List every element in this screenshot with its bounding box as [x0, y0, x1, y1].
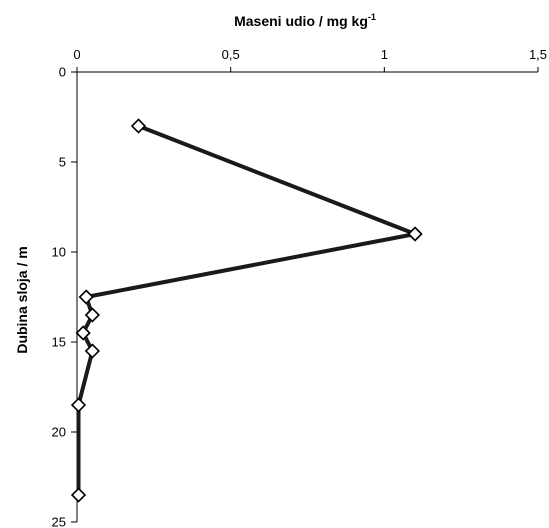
x-tick-label: 0,5 — [222, 47, 240, 62]
data-point-marker — [84, 343, 100, 359]
x-tick-label: 1,5 — [529, 47, 547, 62]
y-tick-label: 15 — [52, 335, 66, 350]
y-tick-label: 20 — [52, 425, 66, 440]
data-point-marker — [70, 487, 87, 503]
data-point-marker — [130, 118, 147, 134]
y-tick-label: 10 — [52, 245, 66, 260]
series-line — [76, 124, 418, 497]
y-tick-label: 0 — [59, 65, 66, 80]
x-axis: 0 0,5 1 1,5 — [73, 47, 547, 73]
data-point-marker — [407, 226, 423, 242]
x-axis-title-text: Maseni udio / mg kg — [234, 13, 368, 29]
y-tick-label: 25 — [52, 515, 66, 528]
data-point-marker — [78, 289, 94, 305]
x-axis-title-superscript: -1 — [368, 12, 376, 22]
x-tick-label: 1 — [381, 47, 388, 62]
x-axis-title: Maseni udio / mg kg-1 — [234, 12, 376, 29]
y-tick-label: 5 — [59, 155, 66, 170]
y-axis-title: Dubina sloja / m — [14, 246, 30, 353]
series-group — [70, 118, 423, 503]
data-point-marker — [75, 325, 91, 341]
data-point-marker — [70, 397, 87, 413]
data-point-marker — [84, 307, 100, 323]
x-tick-label: 0 — [73, 47, 80, 62]
y-axis: 0 5 10 15 20 25 — [52, 65, 78, 528]
